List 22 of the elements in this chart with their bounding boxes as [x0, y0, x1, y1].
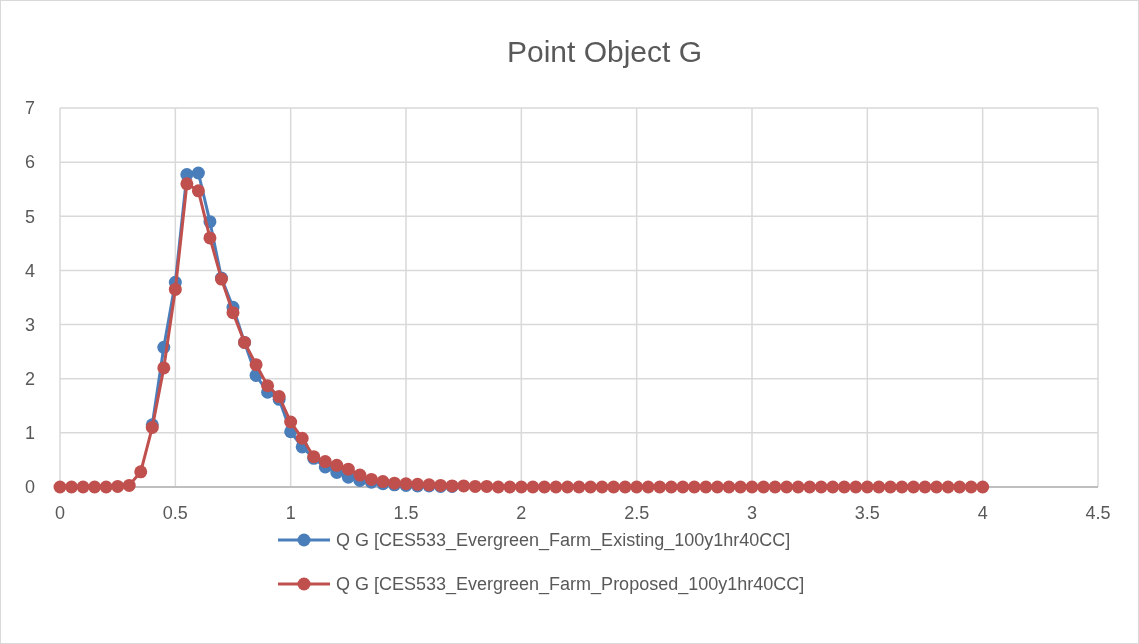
y-tick-label: 3: [24, 314, 35, 335]
x-tick-label: 3.5: [854, 503, 880, 523]
x-tick-label: 2.5: [624, 503, 650, 523]
y-tick-label: 7: [24, 98, 35, 119]
x-tick-label: 4.5: [1085, 503, 1111, 523]
y-tick-label: 2: [24, 369, 35, 390]
y-tick-label: 5: [24, 206, 35, 227]
chart-title: Point Object G: [506, 35, 703, 68]
legend-label: Q G [CES533_Evergreen_Farm_Existing_100y1hr40CC]: [336, 530, 791, 552]
y-tick-label: 4: [24, 260, 35, 281]
x-tick-label: 0: [54, 503, 66, 523]
x-tick-label: 3: [746, 503, 758, 523]
x-tick-label: 2: [516, 503, 527, 523]
x-tick-label: 1: [285, 503, 296, 523]
y-tick-label: 1: [24, 423, 35, 444]
legend-label: Q G [CES533_Evergreen_Farm_Proposed_100y1hr40CC]: [336, 574, 805, 596]
x-tick-label: 0.5: [162, 503, 188, 523]
x-tick-label: 4: [977, 503, 988, 523]
y-tick-label: 6: [24, 152, 35, 173]
x-tick-label: 1.5: [393, 503, 419, 523]
y-tick-label: 0: [24, 477, 35, 498]
point: [191, 166, 205, 180]
